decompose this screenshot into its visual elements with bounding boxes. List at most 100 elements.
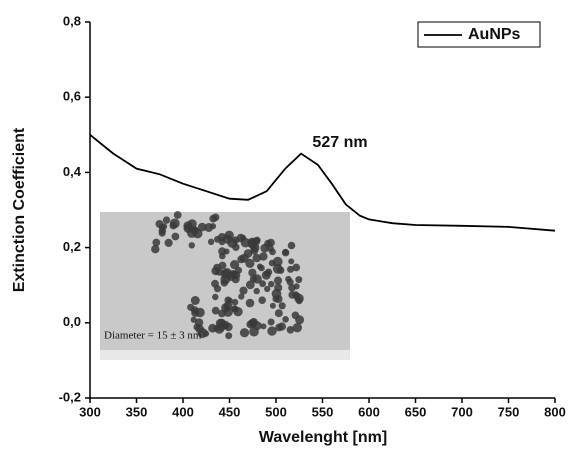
particle: [281, 249, 290, 257]
particle: [222, 268, 232, 278]
x-tick-label: 300: [79, 404, 101, 419]
particle: [211, 306, 220, 315]
particle: [173, 211, 182, 219]
particle: [222, 234, 233, 244]
x-tick-label: 400: [172, 404, 194, 419]
particle: [209, 223, 217, 230]
tem-inset-image: [100, 211, 350, 360]
particle: [240, 234, 247, 241]
particle: [267, 318, 275, 326]
particle: [248, 268, 257, 277]
particle: [190, 296, 200, 305]
particle: [195, 307, 205, 318]
particle: [246, 320, 255, 329]
x-tick-label: 750: [498, 404, 520, 419]
x-tick-label: 700: [451, 404, 473, 419]
particle: [278, 302, 286, 310]
particle: [265, 268, 273, 276]
particle: [288, 258, 295, 265]
particle: [292, 291, 300, 298]
peak-annotation: 527 nm: [312, 134, 367, 151]
particle: [158, 229, 166, 237]
particle: [211, 279, 219, 288]
particle: [272, 263, 283, 274]
particle: [212, 293, 219, 301]
particle: [219, 252, 226, 260]
x-tick-label: 550: [312, 404, 334, 419]
particle: [293, 283, 300, 290]
particle: [223, 307, 233, 317]
particle: [197, 328, 208, 339]
particle: [256, 263, 263, 270]
particle: [171, 232, 180, 241]
particle: [224, 296, 232, 304]
particle: [214, 235, 221, 243]
particle: [292, 323, 302, 333]
particle: [190, 226, 199, 235]
legend-label: AuNPs: [468, 26, 521, 43]
particle: [259, 252, 268, 261]
particle: [218, 261, 227, 270]
x-tick-label: 350: [126, 404, 148, 419]
particle: [267, 326, 277, 336]
inset-caption: Diameter = 15 ± 3 nm: [104, 330, 202, 342]
particle: [207, 238, 215, 245]
particle: [249, 326, 259, 337]
particle: [285, 275, 292, 283]
line-series: [89, 134, 556, 232]
particle: [218, 309, 226, 318]
particle: [292, 263, 301, 272]
particle: [264, 285, 271, 293]
x-tick-label: 600: [358, 404, 380, 419]
x-tick-label: 500: [265, 404, 287, 419]
y-tick-label: 0,4: [63, 164, 82, 179]
particle: [274, 309, 283, 318]
particle: [272, 256, 283, 267]
x-tick-label: 800: [544, 404, 566, 419]
particle: [274, 283, 283, 292]
particle: [197, 222, 207, 232]
particle: [258, 296, 267, 305]
particle: [225, 332, 233, 340]
particle: [238, 293, 245, 300]
particle: [245, 298, 255, 308]
x-tick-label: 650: [405, 404, 427, 419]
y-axis-label: Extinction Coefficient: [11, 127, 28, 292]
particle: [237, 255, 246, 264]
particle: [275, 323, 283, 332]
particle: [164, 238, 173, 247]
particle: [239, 328, 250, 338]
particle: [231, 298, 239, 306]
particle: [234, 266, 243, 274]
particle: [260, 243, 270, 253]
particle: [252, 253, 262, 263]
particle: [152, 238, 161, 247]
particle: [239, 286, 248, 295]
particle: [295, 276, 303, 284]
particle: [218, 247, 227, 256]
x-axis-label: Wavelenght [nm]: [259, 429, 387, 446]
particle: [230, 270, 238, 278]
particle: [230, 260, 240, 270]
particle: [193, 323, 201, 331]
particle: [282, 316, 289, 323]
particle: [188, 242, 195, 249]
particle: [151, 245, 160, 254]
inset-footer: [100, 350, 350, 360]
y-tick-label: -0,2: [59, 389, 81, 404]
particle: [250, 246, 259, 255]
particle: [253, 287, 260, 295]
particle: [211, 213, 220, 222]
particle: [273, 276, 283, 285]
y-tick-label: 0,6: [63, 89, 81, 104]
particle: [247, 237, 258, 248]
y-tick-label: 0,8: [63, 13, 81, 28]
y-tick-label: 0,2: [63, 239, 81, 254]
x-tick-label: 450: [219, 404, 241, 419]
particle: [259, 280, 266, 288]
particle: [269, 248, 276, 256]
particle: [245, 280, 255, 290]
particle: [162, 216, 171, 224]
